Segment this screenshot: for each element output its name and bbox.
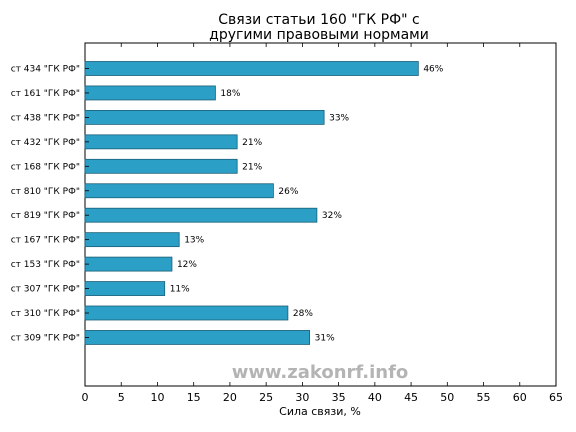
bars [84, 61, 419, 345]
value-label: 31% [315, 333, 335, 343]
y-tick-labels: ст 434 "ГК РФ" ст 161 "ГК РФ" ст 438 "ГК Р… [11, 65, 89, 343]
value-label: 28% [293, 309, 313, 319]
x-tick-label: 35 [332, 391, 346, 404]
y-tick-label: ст 819 "ГК РФ" [11, 211, 80, 221]
bar [84, 61, 419, 76]
x-tick-label: 60 [513, 391, 527, 404]
bar [84, 134, 238, 150]
value-label: 13% [184, 236, 204, 246]
bar [84, 232, 180, 248]
chart-title-line-1: Связи статьи 160 "ГК РФ" с [218, 12, 419, 28]
x-tick-label: 45 [404, 391, 418, 404]
x-tick-label: 30 [295, 391, 309, 404]
x-tick-label: 50 [440, 391, 454, 404]
value-label: 18% [220, 89, 240, 99]
value-label: 21% [242, 138, 262, 148]
value-label: 21% [242, 162, 262, 172]
y-tick-label: ст 810 "ГК РФ" [11, 187, 80, 197]
bar [84, 183, 274, 199]
bar [84, 158, 238, 174]
value-label: 12% [177, 260, 197, 270]
x-tick-label: 0 [82, 391, 89, 404]
bar [84, 281, 166, 296]
y-tick-label: ст 309 "ГК РФ" [11, 333, 80, 343]
bar [84, 85, 216, 101]
x-tick-label: 40 [368, 391, 382, 404]
y-tick-label: ст 310 "ГК РФ" [11, 309, 80, 319]
x-tick-label: 55 [477, 391, 491, 404]
value-label: 32% [322, 211, 342, 221]
x-tick-label: 15 [187, 391, 201, 404]
x-tick-label: 25 [259, 391, 273, 404]
y-tick-label: ст 161 "ГК РФ" [11, 89, 80, 99]
bar [84, 305, 289, 321]
y-tick-label: ст 438 "ГК РФ" [11, 113, 80, 123]
y-tick-label: ст 167 "ГК РФ" [11, 236, 80, 246]
value-label: 33% [329, 113, 349, 123]
y-tick-label: ст 432 "ГК РФ" [11, 138, 80, 148]
x-ticks: 0 5 10 15 20 25 30 35 40 45 50 55 60 65 [82, 43, 563, 404]
y-tick-label: ст 434 "ГК РФ" [11, 65, 80, 75]
x-tick-label: 10 [150, 391, 164, 404]
bar [84, 256, 173, 272]
value-label: 11% [170, 285, 190, 295]
bar [84, 330, 311, 345]
x-tick-label: 20 [223, 391, 237, 404]
y-tick-label: ст 153 "ГК РФ" [11, 260, 80, 270]
value-label: 26% [278, 187, 298, 197]
x-tick-label: 65 [549, 391, 563, 404]
y-tick-label: ст 307 "ГК РФ" [11, 285, 80, 295]
chart-title-line-2: другими правовыми нормами [209, 27, 429, 43]
watermark: www.zakonrf.info [232, 362, 409, 383]
x-tick-label: 5 [118, 391, 125, 404]
value-labels: 46% 18% 33% 21% 21% 26% 32% 13% 12% 11% 28% 31% [170, 65, 444, 344]
value-label: 46% [423, 65, 443, 75]
bar [84, 110, 325, 125]
y-tick-label: ст 168 "ГК РФ" [11, 162, 80, 172]
bar [84, 207, 318, 223]
x-axis-label: Сила связи, % [279, 405, 361, 418]
